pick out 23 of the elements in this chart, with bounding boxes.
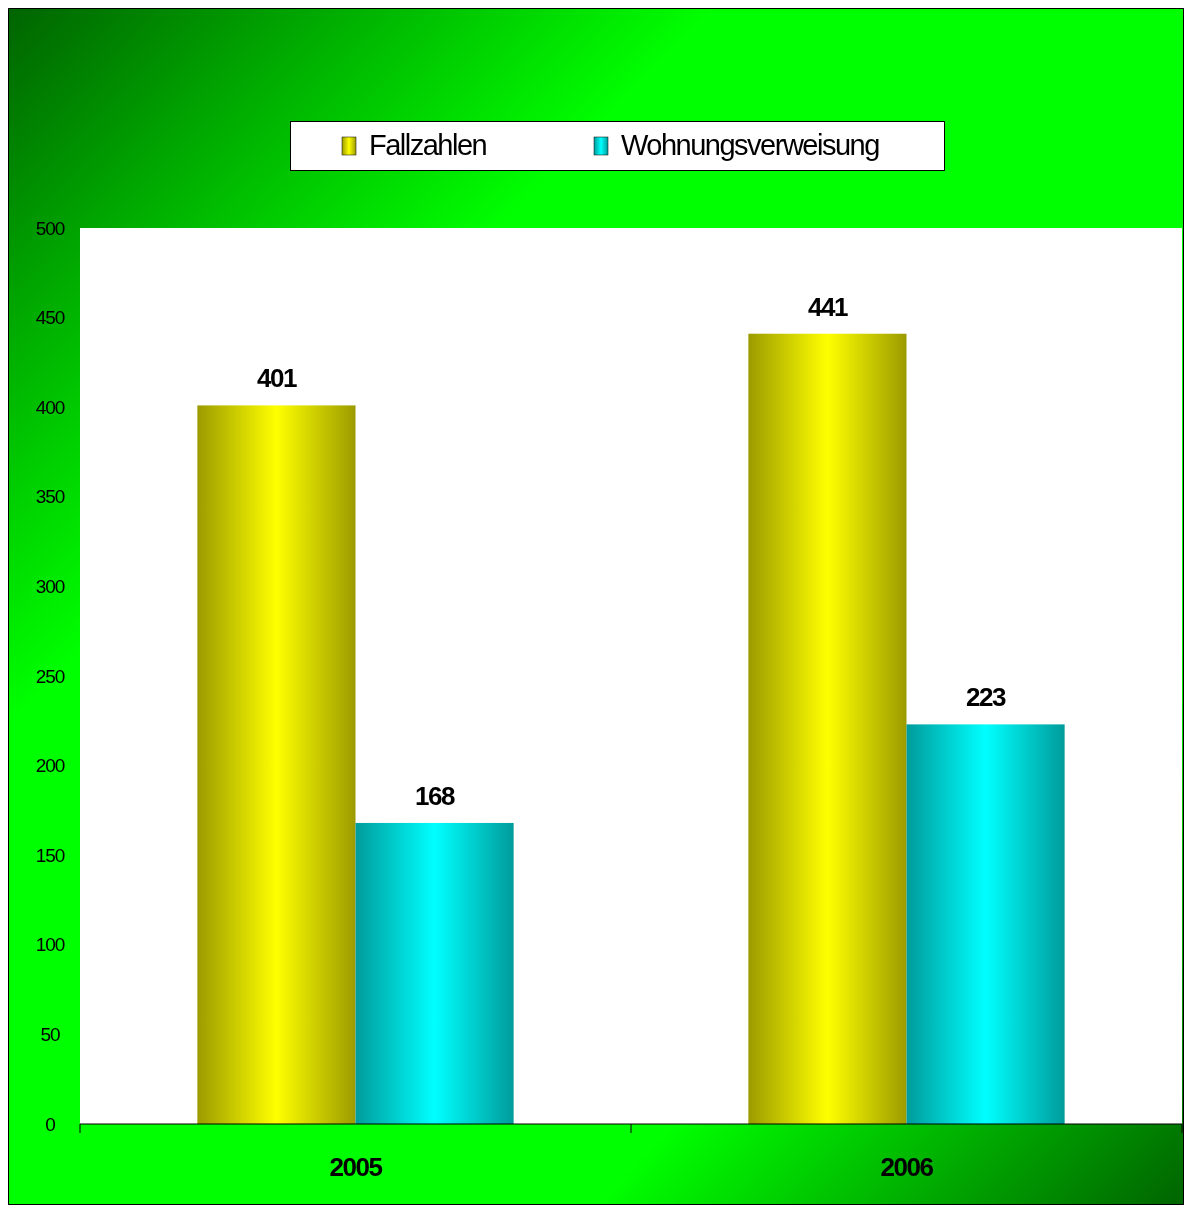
y-tick-label: 100 bbox=[35, 934, 65, 956]
y-tick-label: 400 bbox=[35, 396, 65, 418]
y-tick-label: 250 bbox=[35, 665, 65, 687]
x-tick-label: 2005 bbox=[329, 1152, 383, 1182]
y-tick-label: 500 bbox=[35, 217, 65, 239]
y-tick-label: 150 bbox=[35, 844, 65, 866]
y-tick-label: 50 bbox=[40, 1024, 60, 1046]
data-label: 441 bbox=[807, 291, 848, 322]
y-tick-label: 300 bbox=[35, 576, 65, 598]
bar bbox=[355, 822, 514, 1124]
bar bbox=[906, 724, 1065, 1124]
x-tick-label: 2006 bbox=[880, 1152, 934, 1182]
data-label: 168 bbox=[415, 780, 456, 811]
data-label: 401 bbox=[256, 363, 297, 394]
legend-label: Fallzahlen bbox=[369, 129, 487, 161]
y-tick-label: 450 bbox=[35, 307, 65, 329]
bar bbox=[748, 333, 907, 1124]
y-tick-label: 0 bbox=[45, 1113, 56, 1135]
data-label: 223 bbox=[966, 682, 1007, 713]
legend-label: Wohnungsverweisung bbox=[621, 129, 880, 161]
y-tick-label: 350 bbox=[35, 486, 65, 508]
y-tick-label: 200 bbox=[35, 755, 65, 777]
bar bbox=[197, 405, 356, 1124]
